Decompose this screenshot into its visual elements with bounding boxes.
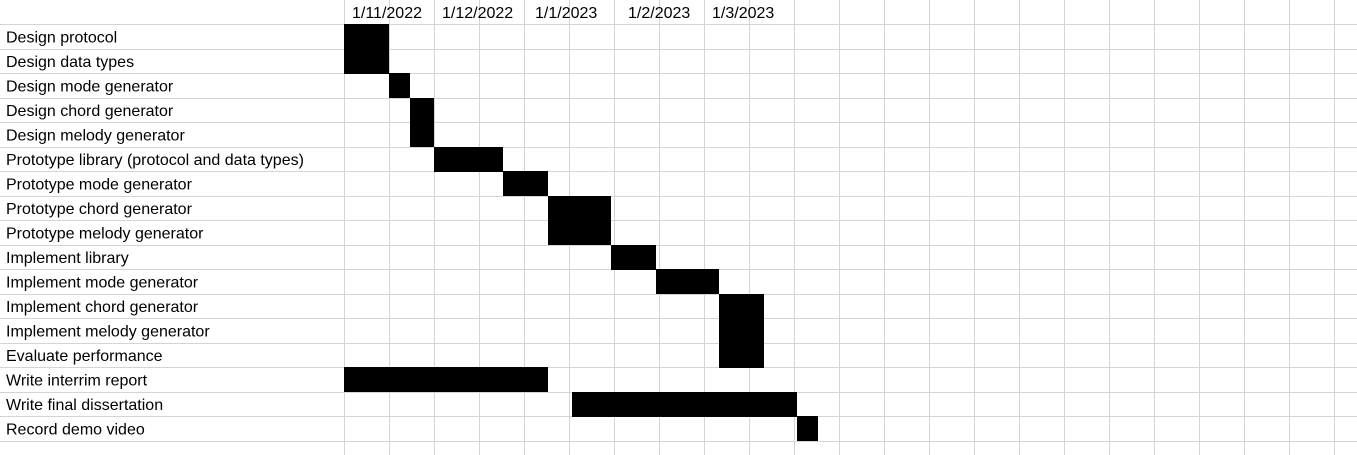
task-label: Prototype mode generator bbox=[6, 177, 193, 194]
task-bar bbox=[719, 343, 764, 368]
task-label: Design chord generator bbox=[6, 103, 174, 120]
task-label: Design mode generator bbox=[6, 79, 174, 96]
task-label: Prototype chord generator bbox=[6, 201, 193, 218]
header-date-label: 1/3/2023 bbox=[712, 5, 774, 22]
header-date-label: 1/11/2022 bbox=[352, 5, 422, 22]
task-label: Design protocol bbox=[6, 30, 117, 47]
task-label: Implement mode generator bbox=[6, 275, 199, 292]
task-bar bbox=[410, 122, 434, 147]
task-label: Prototype library (protocol and data typ… bbox=[6, 152, 304, 169]
header-date-label: 1/1/2023 bbox=[535, 5, 597, 22]
task-bar bbox=[344, 24, 389, 49]
task-label: Write interrim report bbox=[6, 373, 148, 390]
task-bar bbox=[344, 49, 389, 74]
task-bar bbox=[797, 416, 818, 441]
task-bar bbox=[344, 367, 548, 392]
task-label: Implement melody generator bbox=[6, 324, 210, 341]
task-label: Prototype melody generator bbox=[6, 226, 204, 243]
task-bar bbox=[434, 147, 503, 172]
task-bar bbox=[719, 318, 764, 343]
task-bar bbox=[719, 294, 764, 319]
header-date-label: 1/2/2023 bbox=[628, 5, 690, 22]
task-bar bbox=[572, 392, 797, 417]
task-bar bbox=[410, 98, 434, 123]
task-label: Implement chord generator bbox=[6, 299, 199, 316]
header-date-label: 1/12/2022 bbox=[442, 5, 513, 22]
task-bar bbox=[611, 245, 656, 270]
task-bar bbox=[548, 220, 611, 245]
task-label: Evaluate performance bbox=[6, 348, 163, 365]
task-bar bbox=[656, 269, 719, 294]
task-bar bbox=[503, 171, 548, 196]
task-bar bbox=[548, 196, 611, 221]
task-label: Record demo video bbox=[6, 422, 145, 439]
task-label: Design melody generator bbox=[6, 128, 185, 145]
task-label: Design data types bbox=[6, 54, 134, 71]
task-label: Write final dissertation bbox=[6, 397, 163, 414]
task-bar bbox=[389, 73, 410, 98]
task-label: Implement library bbox=[6, 250, 129, 267]
